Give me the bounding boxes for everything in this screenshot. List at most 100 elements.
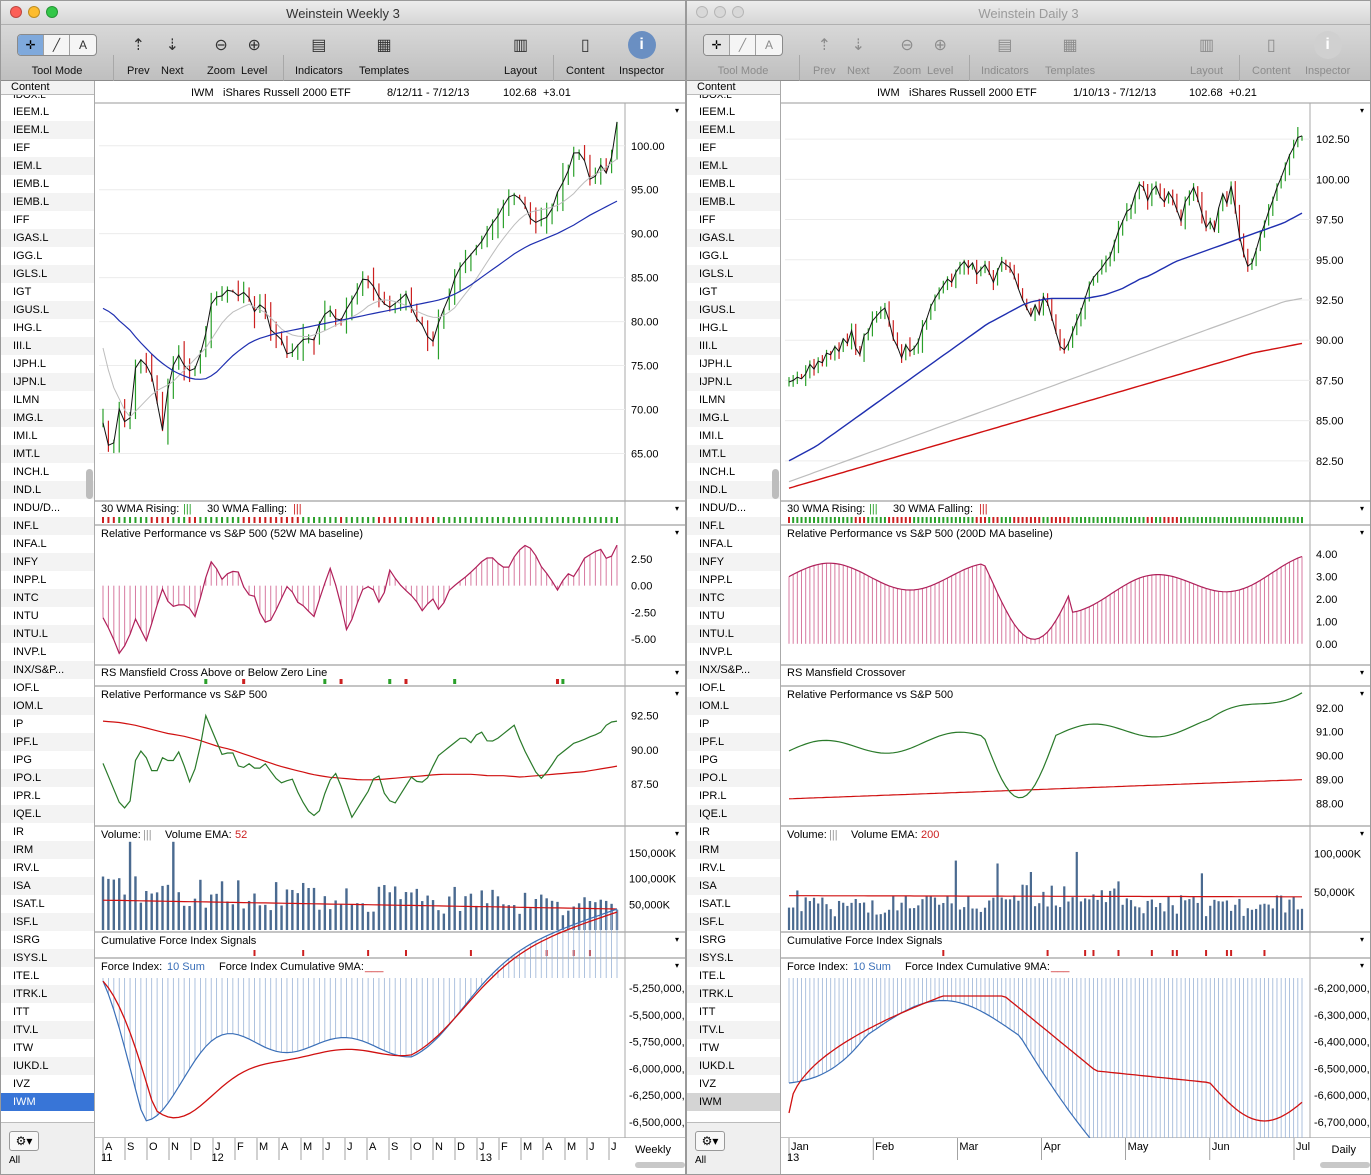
list-item[interactable]: ITE.L [13, 970, 40, 982]
list-item[interactable]: IPF.L [1, 733, 94, 751]
list-item[interactable]: INFA.L [699, 538, 733, 550]
zoom-out-button[interactable]: ⊖ Zoom [893, 31, 921, 77]
list-item[interactable]: IUKD.L [687, 1057, 780, 1075]
list-item[interactable]: IOF.L [13, 682, 40, 694]
list-item[interactable]: IEMB.L [699, 178, 736, 190]
prev-button[interactable]: ⇡ Prev [813, 31, 836, 77]
list-item[interactable]: ISAT.L [13, 898, 45, 910]
list-item[interactable]: INCH.L [699, 466, 736, 478]
list-item[interactable]: IMG.L [1, 409, 94, 427]
zoom-button[interactable] [732, 6, 744, 18]
list-item[interactable]: IR [13, 826, 24, 838]
list-item[interactable]: ISRG [699, 934, 726, 946]
list-item[interactable]: IEM.L [1, 157, 94, 175]
gear-icon[interactable]: ⚙▾ [695, 1131, 725, 1151]
list-item[interactable]: IPO.L [687, 769, 780, 787]
list-item[interactable]: IJPH.L [699, 358, 733, 370]
list-item[interactable]: IGAS.L [1, 229, 94, 247]
list-item[interactable]: IPG [699, 754, 718, 766]
zoom-in-button[interactable]: ⊕ Level [927, 31, 953, 77]
line-tool-icon[interactable]: ╱ [44, 35, 70, 55]
list-item[interactable]: IRV.L [13, 862, 40, 874]
list-item[interactable]: IGAS.L [687, 229, 780, 247]
list-item[interactable]: IND.L [1, 481, 94, 499]
list-item[interactable]: IOM.L [687, 697, 780, 715]
gear-icon[interactable]: ⚙▾ [9, 1131, 39, 1151]
list-item[interactable]: ITW [13, 1042, 34, 1054]
list-item[interactable]: INF.L [1, 517, 94, 535]
list-item[interactable]: IEMB.L [13, 178, 50, 190]
list-item[interactable]: IMG.L [687, 409, 780, 427]
list-item[interactable]: IMT.L [1, 445, 94, 463]
sidebar-scrollbar[interactable] [86, 469, 93, 499]
minimize-button[interactable] [28, 6, 40, 18]
list-item[interactable]: INTU.L [1, 625, 94, 643]
list-item[interactable]: IEEM.L [1, 121, 94, 139]
all-filter[interactable]: All [9, 1155, 21, 1166]
next-button[interactable]: ⇣ Next [161, 31, 184, 77]
list-item[interactable]: IMI.L [699, 430, 724, 442]
inspector-button[interactable]: i Inspector [619, 31, 664, 77]
sidebar-scrollbar[interactable] [772, 469, 779, 499]
chart-area[interactable]: IWM iShares Russell 2000 ETF 8/12/11 - 7/1… [95, 81, 685, 1174]
list-item[interactable]: INVP.L [13, 646, 47, 658]
list-item[interactable]: IGLS.L [687, 265, 780, 283]
list-item[interactable]: INFY [687, 553, 780, 571]
list-item[interactable]: IRV.L [699, 862, 726, 874]
list-item[interactable]: ISF.L [687, 913, 780, 931]
list-item[interactable]: INTU [699, 610, 725, 622]
list-item[interactable]: IPF.L [687, 733, 780, 751]
list-item[interactable]: IEF [13, 142, 31, 154]
templates-button[interactable]: ▦ Templates [359, 31, 409, 77]
list-item[interactable]: IGLS.L [1, 265, 94, 283]
list-item[interactable]: IPO.L [1, 769, 94, 787]
list-item[interactable]: IEEM.L [699, 106, 736, 118]
indicators-button[interactable]: ▤ Indicators [295, 31, 343, 77]
list-item[interactable]: IFF [13, 214, 30, 226]
zoom-button[interactable] [46, 6, 58, 18]
list-item[interactable]: INPP.L [13, 574, 47, 586]
crosshair-icon[interactable]: ✛ [704, 35, 730, 55]
list-item[interactable]: IOF.L [699, 682, 726, 694]
list-item[interactable]: ITE.L [699, 970, 726, 982]
list-item[interactable]: INTC [687, 589, 780, 607]
list-item[interactable]: ISF.L [1, 913, 94, 931]
chart-area[interactable]: IWM iShares Russell 2000 ETF 1/10/13 - 7/1… [781, 81, 1370, 1174]
list-item[interactable]: IJPN.L [687, 373, 780, 391]
list-item[interactable]: IND.L [687, 481, 780, 499]
list-item[interactable]: IPG [13, 754, 32, 766]
list-item[interactable]: ISA [1, 877, 94, 895]
list-item[interactable]: ITV.L [1, 1021, 94, 1039]
list-item[interactable]: IGG.L [699, 250, 729, 262]
list-item[interactable]: ISAT.L [699, 898, 731, 910]
list-item[interactable]: IFF [699, 214, 716, 226]
zoom-out-button[interactable]: ⊖ Zoom [207, 31, 235, 77]
text-tool-icon[interactable]: A [764, 38, 773, 52]
list-item[interactable]: INVP.L [699, 646, 733, 658]
list-item[interactable]: IGT [13, 286, 32, 298]
list-item[interactable]: IWM [687, 1093, 780, 1111]
list-item[interactable]: INTU.L [687, 625, 780, 643]
indicators-button[interactable]: ▤ Indicators [981, 31, 1029, 77]
list-item[interactable]: IEEM.L [687, 121, 780, 139]
list-item[interactable]: ITRK.L [1, 985, 94, 1003]
list-item[interactable]: IGUS.L [1, 301, 94, 319]
zoom-in-button[interactable]: ⊕ Level [241, 31, 267, 77]
list-item[interactable]: INFY [1, 553, 94, 571]
window-titlebar[interactable]: Weinstein Weekly 3 [1, 1, 685, 25]
list-item[interactable]: IGG.L [13, 250, 43, 262]
list-item[interactable]: IQE.L [687, 805, 780, 823]
all-filter[interactable]: All [695, 1155, 707, 1166]
list-item[interactable]: INDU/D... [699, 502, 747, 514]
list-item[interactable]: III.L [687, 337, 780, 355]
list-item[interactable]: IHG.L [13, 322, 42, 334]
list-item[interactable]: IPR.L [13, 790, 41, 802]
list-item[interactable]: ILMN [13, 394, 40, 406]
inspector-button[interactable]: i Inspector [1305, 31, 1350, 77]
list-item[interactable]: INTU [13, 610, 39, 622]
list-item[interactable]: IGUS.L [687, 301, 780, 319]
list-item[interactable]: IRM [687, 841, 780, 859]
list-item[interactable]: IVZ [13, 1078, 31, 1090]
minimize-button[interactable] [714, 6, 726, 18]
list-item[interactable]: ITT [13, 1006, 30, 1018]
